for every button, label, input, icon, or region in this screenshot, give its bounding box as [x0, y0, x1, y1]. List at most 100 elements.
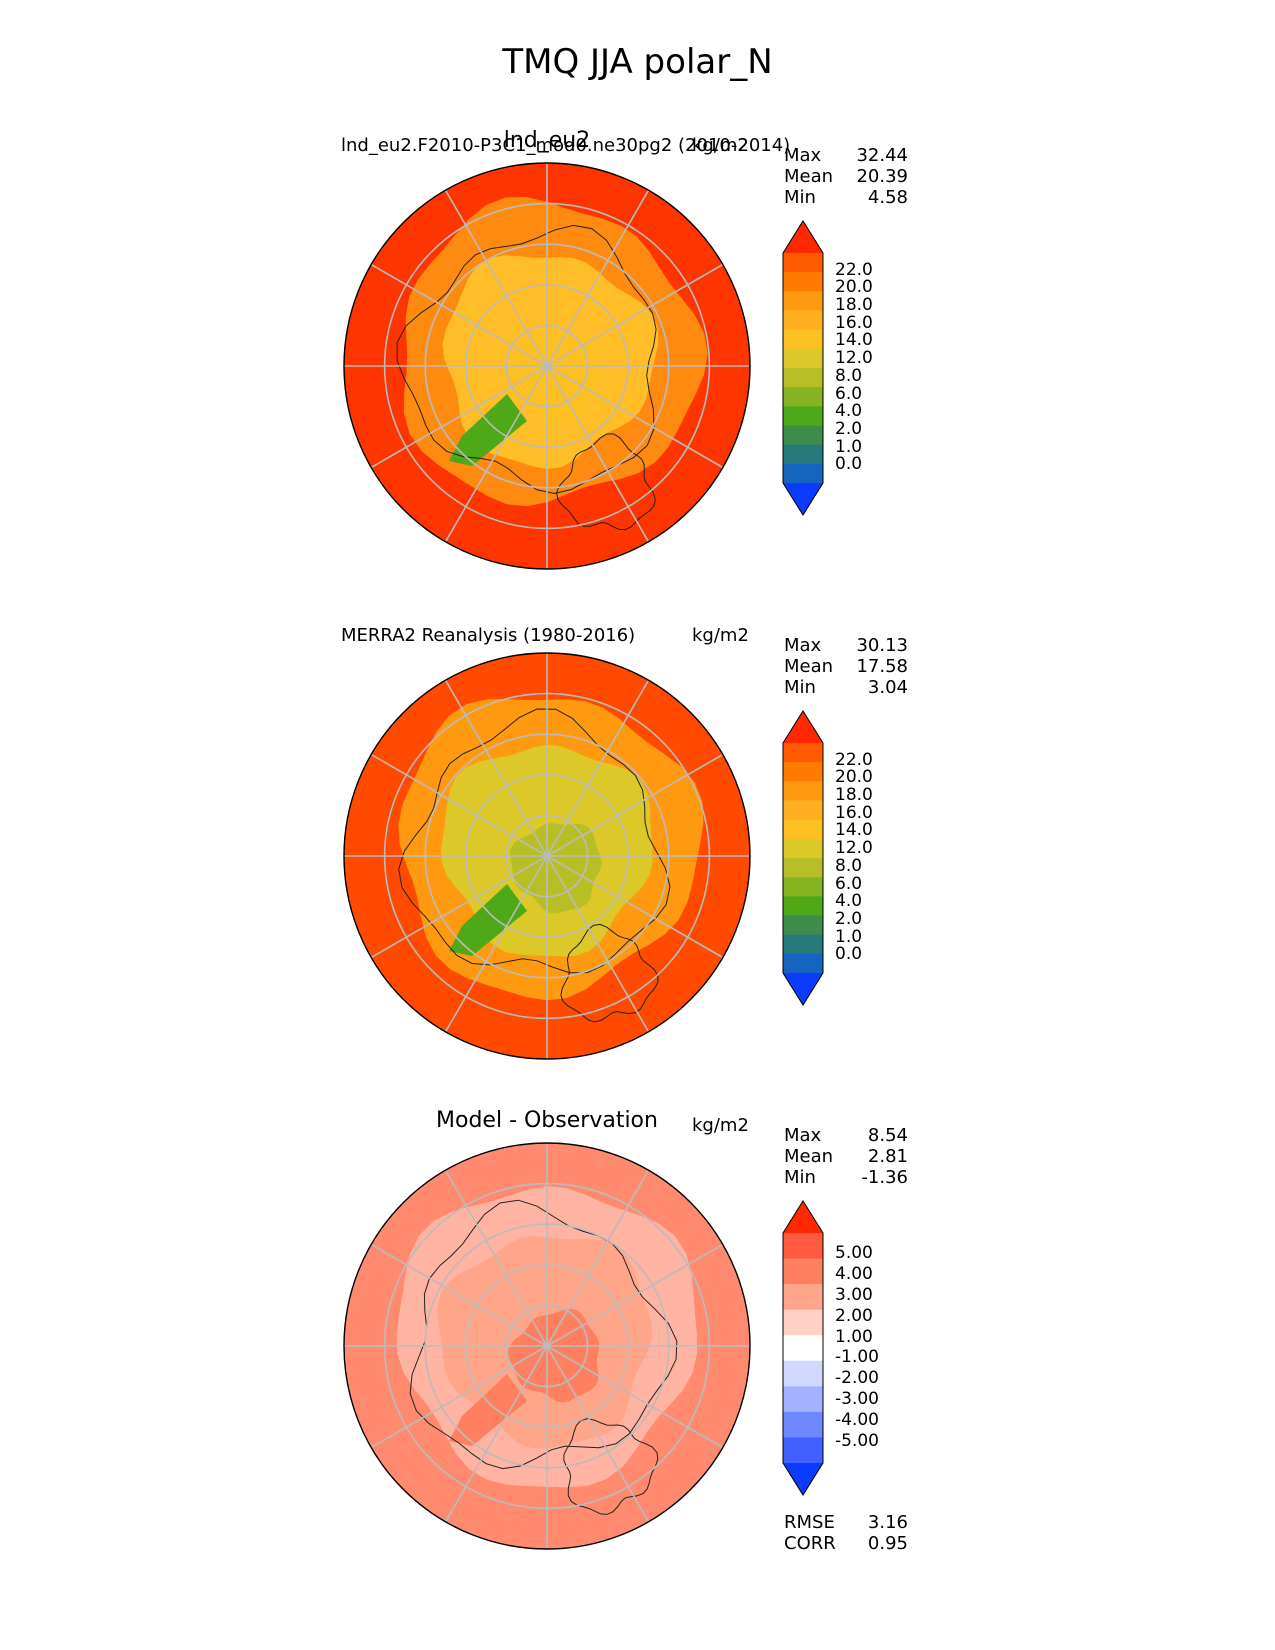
stat-label: Min — [784, 187, 816, 208]
colorbar-segment — [783, 819, 823, 840]
colorbar-segment — [783, 253, 823, 273]
colorbar-extend-min — [783, 483, 823, 515]
polar-map — [344, 163, 750, 569]
stat-value: 20.39 — [856, 166, 908, 187]
coastline — [396, 224, 657, 495]
meridian-line — [370, 753, 724, 959]
stat-label: Mean — [784, 656, 834, 677]
stat-label: Max — [784, 145, 822, 166]
colorbar-tick-label: 3.00 — [835, 1284, 873, 1305]
colorbar-tick-label: 18.0 — [835, 785, 873, 806]
colorbar-tick-label: 4.0 — [835, 891, 863, 912]
stat-value: 4.58 — [867, 187, 908, 208]
colorbar-segment — [783, 915, 823, 936]
coastline — [556, 433, 656, 531]
colorbar-tick-label: 4.0 — [835, 401, 863, 422]
panel-units: kg/m2 — [692, 135, 749, 156]
colorbar-segment — [783, 896, 823, 916]
colorbar-outline — [782, 710, 824, 1006]
colorbar-extend-max — [783, 221, 823, 253]
colorbar-segment — [783, 1309, 823, 1336]
stat-value: 2.81 — [867, 1146, 908, 1167]
colorbar-segment — [783, 743, 823, 763]
colorbar-tick-label: 0.0 — [835, 944, 863, 965]
colorbar-tick-label: 1.0 — [835, 436, 863, 457]
colorbar-tick-label: 12.0 — [835, 348, 873, 369]
stat-value: 32.44 — [856, 145, 908, 166]
stat-value: 3.04 — [867, 677, 908, 698]
metric-value: 0.95 — [867, 1533, 908, 1554]
colorbar-tick-label: 2.0 — [835, 418, 863, 439]
panel-left-label: MERRA2 Reanalysis (1980-2016) — [341, 625, 636, 646]
panel-left-label: lnd_eu2.F2010-P3C1_mod0.ne30pg2 (2010-20… — [341, 135, 791, 156]
colorbar-tick-label: 8.0 — [835, 855, 863, 876]
stat-value: 30.13 — [856, 635, 908, 656]
colorbar — [782, 1200, 824, 1496]
map-greenland-field — [449, 884, 527, 956]
panel-title: Model - Observation — [436, 1108, 658, 1133]
panel-1 — [343, 162, 824, 570]
colorbar-segment — [783, 444, 823, 465]
colorbar-segment — [783, 406, 823, 426]
colorbar-segment — [783, 800, 823, 821]
panel-2 — [343, 652, 824, 1060]
panel-3 — [343, 1142, 824, 1550]
stat-label: Mean — [784, 166, 834, 187]
colorbar-segment — [783, 877, 823, 897]
figure-title: TMQ JJA polar_N — [502, 42, 773, 82]
colorbar-segment — [783, 348, 823, 369]
map-pole-field — [509, 823, 602, 914]
colorbar-tick-label: 0.0 — [835, 454, 863, 475]
map-border — [343, 1142, 751, 1550]
colorbar-segment — [783, 463, 823, 484]
colorbar-tick-label: 1.0 — [835, 926, 863, 947]
colorbar-outline — [782, 220, 824, 516]
colorbar — [782, 220, 824, 516]
map-greenland-field — [449, 1374, 527, 1446]
stat-value: 17.58 — [856, 656, 908, 677]
meridian-line — [370, 263, 724, 469]
colorbar-extend-max — [783, 1201, 823, 1233]
colorbar-segment — [783, 1411, 823, 1438]
colorbar-segment — [783, 838, 823, 859]
stat-label: Mean — [784, 1146, 834, 1167]
colorbar-segment — [783, 1386, 823, 1413]
colorbar-segment — [783, 425, 823, 446]
map-border — [343, 162, 751, 570]
colorbar-tick-label: 6.0 — [835, 383, 863, 404]
metric-label: CORR — [784, 1533, 836, 1554]
colorbar-tick-label: 2.00 — [835, 1305, 873, 1326]
colorbar-segment — [783, 272, 823, 292]
colorbar-tick-label: 6.0 — [835, 873, 863, 894]
colorbar-extend-max — [783, 711, 823, 743]
colorbar-segment — [783, 1233, 823, 1260]
colorbar-segment — [783, 858, 823, 878]
colorbar-tick-label: 20.0 — [835, 767, 873, 788]
metric-label: RMSE — [784, 1512, 835, 1533]
colorbar-segment — [783, 1437, 823, 1464]
stat-label: Min — [784, 1167, 816, 1188]
stat-label: Max — [784, 1125, 822, 1146]
colorbar-segment — [783, 781, 823, 801]
panel-units: kg/m2 — [692, 1115, 749, 1136]
colorbar-segment — [783, 1335, 823, 1362]
polar-map — [344, 653, 750, 1059]
colorbar-segment — [783, 368, 823, 388]
colorbar-tick-label: 2.0 — [835, 908, 863, 929]
colorbar-segment — [783, 953, 823, 974]
colorbar-tick-label: 4.00 — [835, 1263, 873, 1284]
colorbar-tick-label: -4.00 — [835, 1410, 879, 1431]
colorbar-tick-label: 18.0 — [835, 295, 873, 316]
colorbar-tick-label: 16.0 — [835, 802, 873, 823]
colorbar-tick-label: 22.0 — [835, 259, 873, 280]
colorbar-segment — [783, 310, 823, 331]
colorbar-extend-min — [783, 973, 823, 1005]
colorbar-segment — [783, 291, 823, 311]
colorbar-tick-label: 1.00 — [835, 1326, 873, 1347]
map-pole-field — [512, 332, 602, 423]
colorbar-segment — [783, 762, 823, 782]
panel-units: kg/m2 — [692, 625, 749, 646]
colorbar-segment — [783, 387, 823, 407]
colorbar-tick-label: 8.0 — [835, 365, 863, 386]
